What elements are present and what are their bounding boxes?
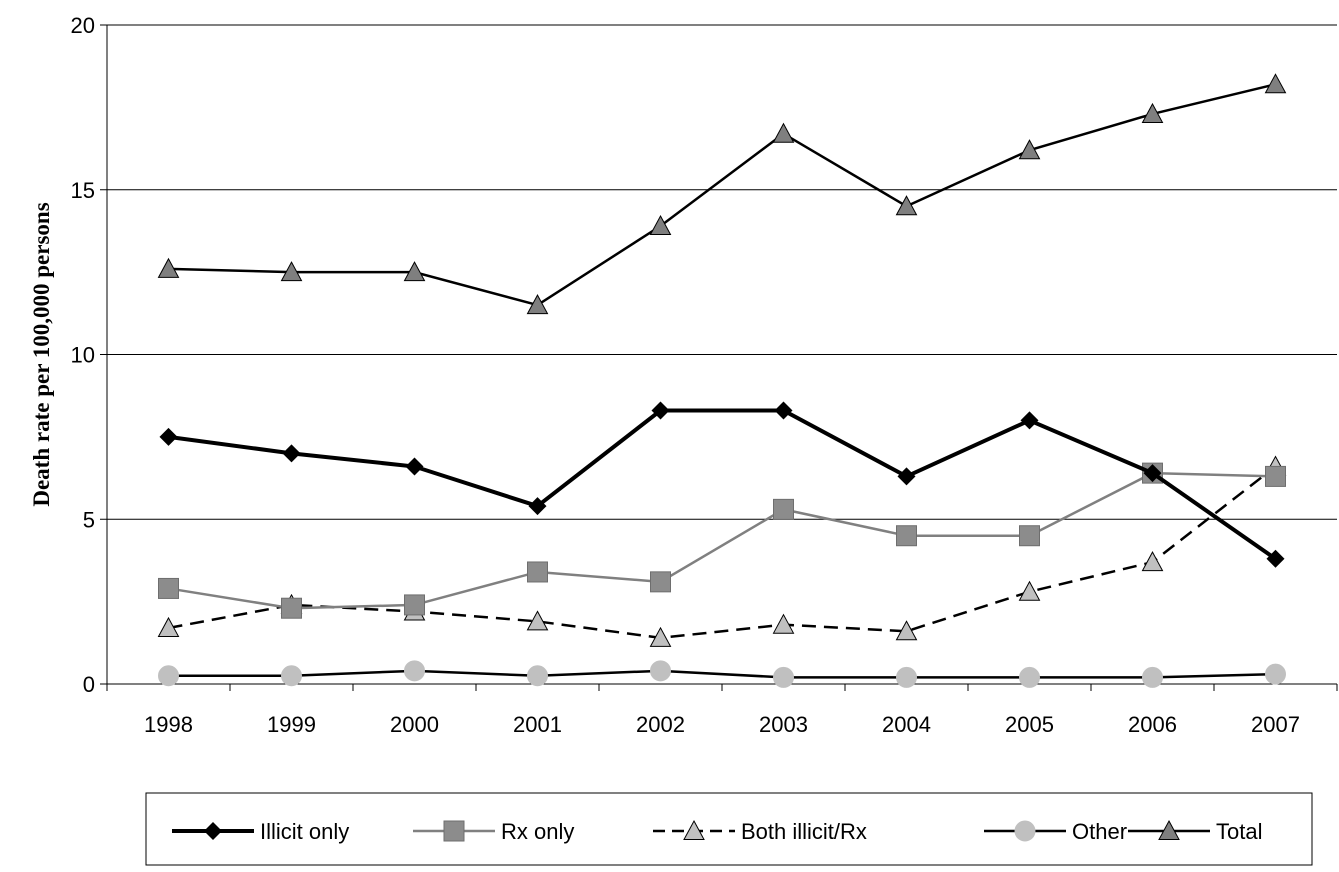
series-rx-only [158,462,1286,619]
data-point-illicit-only [1266,549,1285,568]
legend-marker-rx-only [443,820,465,842]
data-point-both-illicit-rx [1141,551,1164,572]
legend-marker-other [1014,820,1036,842]
legend-item-rx-only: Rx only [413,819,574,844]
data-point-illicit-only [651,401,670,420]
data-point-both-illicit-rx [526,610,549,631]
data-point-total [772,122,795,143]
data-point-illicit-only [405,457,424,476]
series-line-illicit-only [168,408,1277,561]
data-point-total [1264,73,1287,94]
x-tick-label: 2001 [513,712,562,737]
x-tick-label: 2004 [882,712,931,737]
data-point-total [403,261,426,282]
data-point-other [896,666,917,688]
y-tick-label: 20 [71,13,95,38]
data-point-other [650,660,671,682]
x-tick-label: 2003 [759,712,808,737]
legend-box [145,792,1313,866]
data-point-illicit-only [1143,464,1162,483]
x-tick-label: 1999 [267,712,316,737]
data-point-total [157,257,180,278]
data-point-rx-only [650,571,671,593]
data-point-illicit-only [774,401,793,420]
legend-marker-illicit-only [204,822,222,840]
x-tick-label: 2002 [636,712,685,737]
data-point-illicit-only [282,444,301,463]
data-point-rx-only [404,594,425,616]
data-point-rx-only [158,577,179,599]
x-tick-label: 2007 [1251,712,1300,737]
data-point-illicit-only [897,467,916,486]
data-point-total [1141,102,1164,123]
data-point-other [404,660,425,682]
legend-label-illicit-only: Illicit only [260,819,349,844]
series-line-rx-only [168,471,1276,610]
data-point-illicit-only [1020,411,1039,430]
data-point-rx-only [281,597,302,619]
y-tick-label: 15 [71,178,95,203]
series-line-total [168,83,1276,307]
y-tick-label: 0 [83,672,95,697]
data-point-total [280,261,303,282]
data-point-total [895,195,918,216]
series-both-illicit-rx [157,455,1287,647]
data-point-total [526,294,549,315]
data-point-other [1265,663,1286,685]
data-point-rx-only [1019,525,1040,547]
data-point-both-illicit-rx [1018,580,1041,601]
data-point-other [1019,666,1040,688]
data-point-rx-only [1265,465,1286,487]
legend-label-other: Other [1072,819,1127,844]
data-point-rx-only [527,561,548,583]
data-point-rx-only [773,498,794,520]
data-point-both-illicit-rx [772,613,795,634]
legend-label-total: Total [1216,819,1262,844]
series-illicit-only [159,401,1285,568]
data-point-other [1142,666,1163,688]
legend-marker-both-illicit-rx [683,819,705,840]
legend-label-both-illicit-rx: Both illicit/Rx [741,819,867,844]
x-tick-label: 2005 [1005,712,1054,737]
y-tick-label: 10 [71,343,95,368]
data-point-total [649,214,672,235]
y-axis-label: Death rate per 100,000 persons [29,202,54,506]
series-total [157,73,1287,315]
data-point-illicit-only [159,427,178,446]
data-point-other [158,665,179,687]
legend-marker-total [1158,819,1180,840]
legend-item-other: Other [984,819,1127,844]
data-point-other [527,665,548,687]
data-point-total [1018,139,1041,160]
x-tick-label: 1998 [144,712,193,737]
data-point-other [281,665,302,687]
data-point-illicit-only [528,497,547,516]
legend-item-total: Total [1128,819,1262,844]
legend-label-rx-only: Rx only [501,819,574,844]
series-line-both-illicit-rx [168,465,1277,640]
legend-item-illicit-only: Illicit only [172,819,349,844]
series-line-other [168,669,1276,679]
x-tick-label: 2006 [1128,712,1177,737]
y-tick-label: 5 [83,507,95,532]
data-point-both-illicit-rx [649,626,672,647]
legend-item-both-illicit-rx: Both illicit/Rx [653,819,867,844]
series-other [158,660,1286,688]
data-point-other [773,666,794,688]
data-point-rx-only [896,525,917,547]
data-point-both-illicit-rx [895,620,918,641]
x-tick-label: 2000 [390,712,439,737]
data-point-both-illicit-rx [157,616,180,637]
